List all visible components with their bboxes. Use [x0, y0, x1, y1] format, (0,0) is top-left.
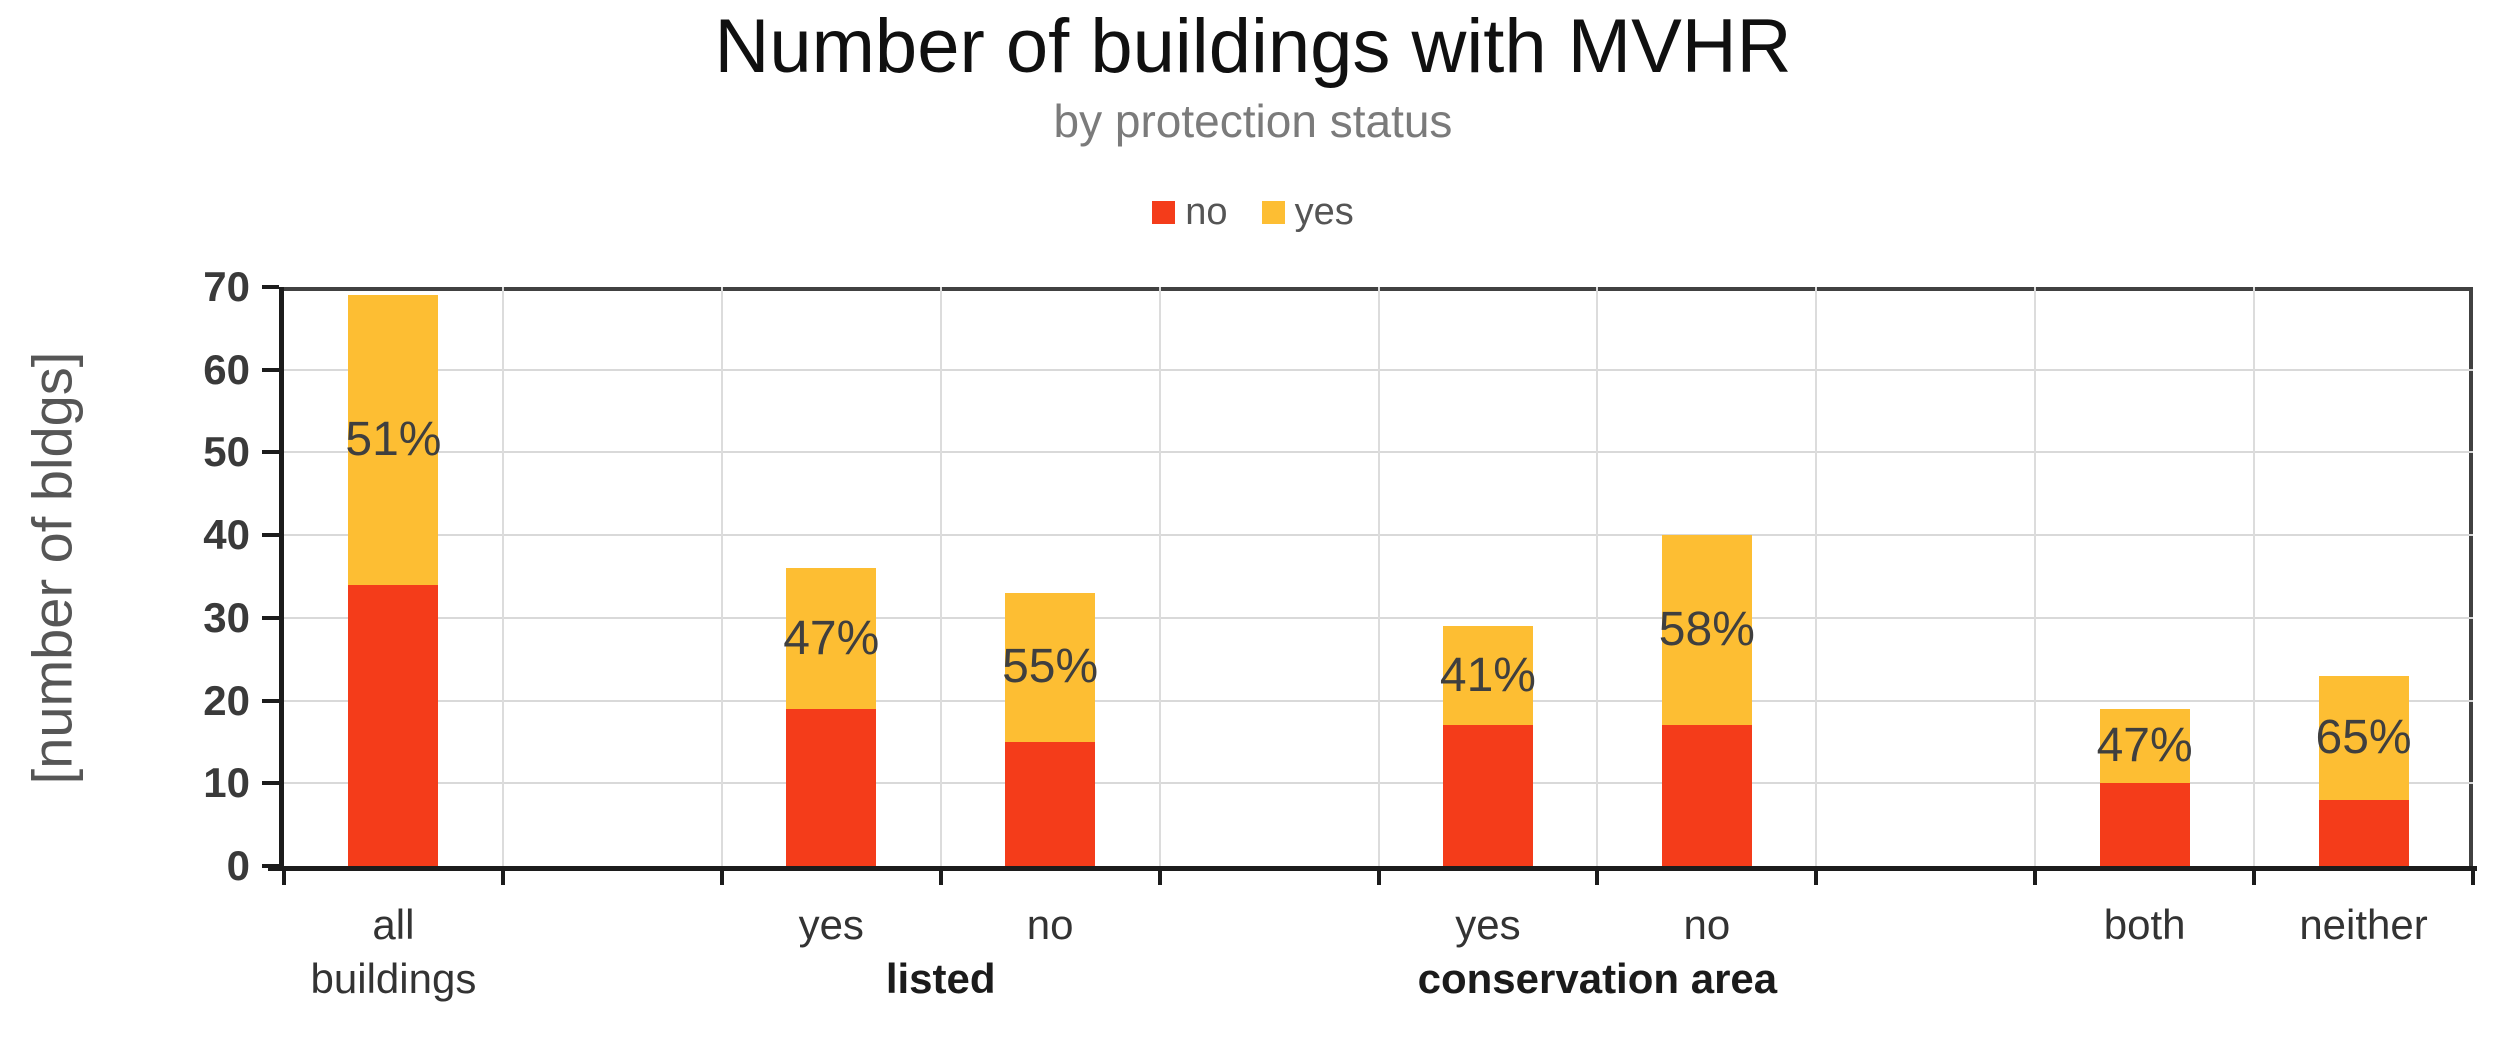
- bar-segment-no: [1442, 725, 1533, 866]
- v-gridline: [1596, 287, 1599, 866]
- bar-segment-yes: [1005, 593, 1096, 742]
- y-tick-label: 50: [203, 428, 250, 476]
- y-axis-line: [279, 287, 284, 871]
- y-axis-title: [number of bldgs]: [20, 351, 84, 785]
- x-axis-line: [268, 866, 2477, 871]
- y-tick-mark: [262, 698, 279, 703]
- chart-title: Number of buildings with MVHR: [714, 4, 1792, 89]
- bar-segment-no: [1661, 725, 1752, 866]
- bar-segment-no: [2099, 783, 2190, 866]
- y-tick-label: 60: [203, 345, 250, 393]
- x-tick-mark: [719, 871, 724, 885]
- bar-segment-no: [1005, 741, 1096, 866]
- x-category-label: neither: [2299, 901, 2428, 948]
- percent-label: 47%: [2096, 719, 2193, 773]
- y-tick-label: 40: [203, 511, 250, 559]
- bar-segment-no: [348, 584, 439, 866]
- legend-swatch-yes-icon: [1261, 201, 1285, 224]
- x-tick-mark: [1595, 871, 1600, 885]
- v-gridline: [720, 287, 723, 866]
- y-tick-label: 0: [226, 842, 250, 889]
- legend-item-yes: yes: [1261, 191, 1354, 234]
- legend-swatch-no-icon: [1152, 201, 1176, 224]
- y-tick-label: 10: [203, 759, 250, 807]
- x-tick-mark: [2471, 871, 2475, 885]
- v-gridline: [1815, 287, 1818, 866]
- x-category-label: buildings: [310, 955, 477, 1002]
- y-tick-mark: [262, 450, 279, 455]
- x-group-label: conservation area: [1417, 955, 1778, 1002]
- x-tick-mark: [2033, 871, 2038, 885]
- x-tick-mark: [1814, 871, 1819, 885]
- bar-segment-yes: [348, 295, 439, 585]
- legend-label-no: no: [1185, 191, 1228, 233]
- bar-segment-yes: [786, 568, 877, 709]
- y-tick-label: 70: [203, 263, 250, 310]
- x-tick-mark: [2252, 871, 2257, 885]
- percent-label: 41%: [1439, 648, 1536, 702]
- x-category-label: both: [2103, 901, 2186, 948]
- legend-item-no: no: [1152, 191, 1228, 234]
- x-category-label: yes: [798, 901, 864, 948]
- x-tick-mark: [500, 871, 505, 885]
- x-tick-mark: [282, 871, 286, 885]
- v-gridline: [2253, 287, 2256, 866]
- x-category-label: yes: [1455, 901, 1521, 948]
- chart-subtitle: by protection status: [1053, 95, 1453, 147]
- percent-label: 58%: [1658, 603, 1755, 657]
- x-category-label: all: [372, 901, 415, 948]
- y-tick-mark: [262, 781, 279, 786]
- bar-segment-yes: [2099, 708, 2190, 784]
- y-tick-mark: [262, 285, 279, 289]
- bar-segment-yes: [1442, 626, 1533, 726]
- v-gridline: [939, 287, 942, 866]
- v-gridline: [501, 287, 504, 866]
- legend-label-yes: yes: [1294, 191, 1354, 233]
- bar-segment-no: [786, 708, 877, 866]
- y-tick-label: 20: [203, 676, 250, 724]
- y-tick-mark: [262, 367, 279, 372]
- percent-label: 51%: [345, 413, 442, 467]
- v-gridline: [1158, 287, 1161, 866]
- y-tick-mark: [262, 533, 279, 538]
- percent-label: 47%: [783, 611, 880, 665]
- bar-segment-yes: [2318, 675, 2409, 800]
- legend: no yes: [0, 191, 2506, 234]
- v-gridline: [2034, 287, 2037, 866]
- x-tick-mark: [938, 871, 943, 885]
- x-group-label: listed: [885, 955, 996, 1002]
- y-tick-mark: [262, 864, 279, 868]
- v-gridline: [1377, 287, 1380, 866]
- bar-segment-yes: [1661, 535, 1752, 726]
- x-tick-mark: [1376, 871, 1381, 885]
- x-category-label: no: [1026, 901, 1074, 948]
- x-tick-mark: [1157, 871, 1162, 885]
- percent-label: 55%: [1002, 640, 1099, 694]
- percent-label: 65%: [2315, 710, 2412, 764]
- bar-segment-no: [2318, 799, 2409, 866]
- x-category-label: no: [1683, 901, 1731, 948]
- y-tick-mark: [262, 615, 279, 620]
- y-tick-label: 30: [203, 593, 250, 641]
